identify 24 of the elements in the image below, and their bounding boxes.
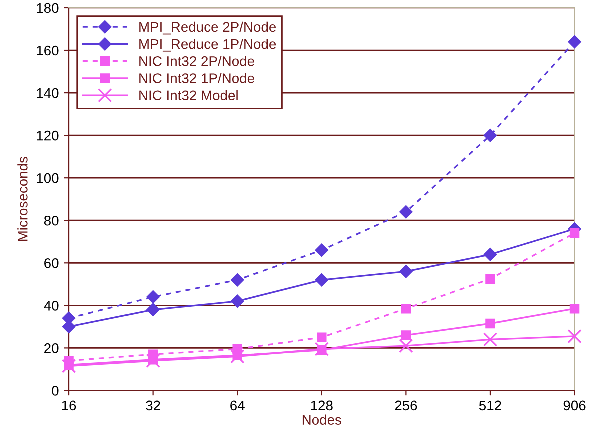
y-tick-label: 140 [37,88,59,98]
x-tick-label: 128 [311,400,333,411]
legend-label: MPI_Reduce 1P/Node [140,38,276,52]
x-axis-title: Nodes [302,414,342,425]
y-tick-label: 120 [37,130,59,141]
x-tick-label: 64 [230,400,245,411]
legend-label: NIC Int32 1P/Node [140,73,254,84]
y-tick-label: 60 [44,258,59,268]
y-tick-label: 0 [52,386,59,396]
x-tick-label: 906 [564,400,586,411]
y-tick-label: 160 [37,46,59,56]
legend-label: MPI_Reduce 2P/Node [140,22,276,35]
y-tick-label: 180 [37,3,59,14]
legend-label: NIC Int32 2P/Node [140,56,254,66]
x-tick-label: 32 [146,400,160,411]
x-tick-label: 256 [395,400,418,411]
y-tick-label: 80 [44,216,59,226]
x-tick-label: 16 [62,400,76,411]
legend-label: NIC Int32 Model [140,90,238,101]
y-tick-label: 100 [37,173,59,184]
y-axis-title: Microseconds [18,157,28,242]
x-tick-label: 512 [479,400,502,411]
y-tick-label: 20 [44,344,59,354]
y-tick-label: 40 [44,301,59,311]
